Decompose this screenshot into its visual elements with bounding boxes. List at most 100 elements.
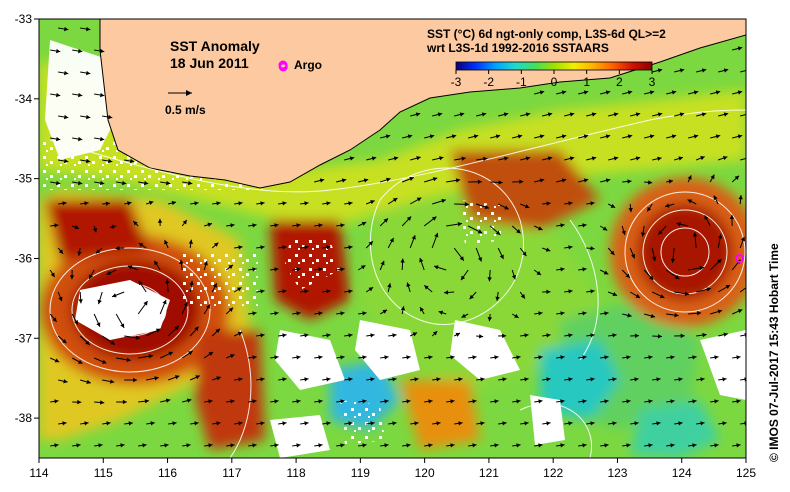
velocity-arrow-head <box>326 377 331 382</box>
velocity-arrow-head <box>341 178 347 183</box>
velocity-arrow-head <box>165 180 171 186</box>
velocity-arrow-head <box>706 287 711 292</box>
velocity-arrow-head <box>304 421 309 426</box>
velocity-arrow-head <box>591 112 597 117</box>
velocity-arrow-head <box>411 235 416 240</box>
velocity-arrow-head <box>434 265 439 270</box>
velocity-arrow-head <box>539 178 545 183</box>
velocity-arrow-head <box>406 399 411 404</box>
velocity-arrow-head <box>304 289 309 294</box>
velocity-arrow-head <box>348 245 353 250</box>
velocity-arrow-head <box>700 421 705 426</box>
velocity-arrow-head <box>494 355 499 360</box>
velocity-arrow-head <box>480 421 485 426</box>
colorbar-tick-label: 0 <box>551 75 558 89</box>
velocity-arrow-head <box>502 333 507 339</box>
velocity-arrow-head <box>319 178 325 183</box>
velocity-arrow-head <box>182 219 187 225</box>
velocity-arrow-head <box>671 90 677 95</box>
velocity-arrow-head <box>635 156 641 161</box>
velocity-arrow-head <box>238 421 243 426</box>
velocity-arrow-shaft <box>740 378 746 381</box>
velocity-arrow-head <box>657 112 663 117</box>
velocity-arrow-head <box>524 421 529 426</box>
velocity-vectors <box>49 26 746 448</box>
velocity-arrow-head <box>296 443 301 448</box>
velocity-arrow-head <box>55 180 61 186</box>
velocity-arrow-head <box>86 379 91 385</box>
velocity-arrow-head <box>62 338 67 344</box>
velocity-arrow-head <box>392 198 398 203</box>
velocity-arrow-head <box>348 201 353 206</box>
velocity-arrow-head <box>393 156 399 161</box>
velocity-arrow-head <box>737 46 743 51</box>
x-tick-label: 125 <box>736 466 756 480</box>
colorbar-tick-label: -1 <box>516 75 527 89</box>
velocity-arrow-head <box>487 277 492 282</box>
velocity-arrow-head <box>438 310 444 315</box>
colorbar-tick-label: 3 <box>649 75 656 89</box>
velocity-arrow-head <box>546 333 551 338</box>
velocity-arrow-head <box>412 332 418 337</box>
velocity-arrow-head <box>216 376 221 381</box>
velocity-arrow-head <box>717 234 723 239</box>
velocity-arrow-head <box>296 355 301 360</box>
velocity-arrow-head <box>431 216 437 221</box>
velocity-arrow-head <box>213 242 219 247</box>
velocity-arrow-head <box>674 275 680 280</box>
velocity-arrow-head <box>502 377 507 382</box>
velocity-arrow-head <box>561 178 567 183</box>
velocity-arrow-head <box>516 355 521 360</box>
velocity-arrow-head <box>386 177 391 182</box>
velocity-arrow-head <box>692 399 697 404</box>
velocity-arrow-head <box>179 259 184 265</box>
velocity-arrow-head <box>133 221 138 226</box>
velocity-arrow-head <box>520 294 525 299</box>
velocity-arrow-head <box>687 199 693 204</box>
velocity-arrow-head <box>538 355 543 360</box>
velocity-arrow-head <box>238 245 243 250</box>
velocity-arrow-head <box>420 307 425 312</box>
velocity-arrow-head <box>424 285 429 290</box>
velocity-arrow-head <box>736 399 741 404</box>
velocity-arrow-head <box>135 335 141 340</box>
velocity-arrow-head <box>318 443 323 448</box>
velocity-arrow-head <box>188 239 193 244</box>
velocity-arrow-head <box>174 325 179 331</box>
velocity-arrow-head <box>236 287 242 292</box>
velocity-arrow-head <box>98 443 103 448</box>
velocity-arrow-head <box>472 355 477 360</box>
velocity-arrow-head <box>495 134 501 139</box>
velocity-arrow-head <box>252 443 257 448</box>
velocity-arrow-head <box>55 136 61 142</box>
velocity-arrow-head <box>502 421 507 426</box>
velocity-arrow-head <box>304 377 309 382</box>
velocity-arrow-head <box>450 399 455 404</box>
velocity-arrow-head <box>538 443 543 448</box>
velocity-arrow-head <box>590 377 595 382</box>
velocity-arrow-head <box>525 112 531 117</box>
velocity-arrow-head <box>415 112 421 117</box>
velocity-arrow-head <box>77 48 83 54</box>
velocity-arrow-head <box>441 198 446 204</box>
velocity-arrow-head <box>260 245 265 250</box>
velocity-arrow-head <box>274 355 279 360</box>
velocity-arrow-head <box>99 48 105 54</box>
velocity-arrow-head <box>737 309 743 314</box>
velocity-arrow-head <box>380 260 385 266</box>
velocity-arrow-head <box>252 267 257 272</box>
velocity-arrow-head <box>360 265 366 270</box>
velocity-arrow-head <box>157 218 163 223</box>
velocity-arrow-head <box>680 333 685 339</box>
velocity-arrow-head <box>274 399 279 404</box>
velocity-arrow-head <box>368 241 373 246</box>
velocity-arrow-head <box>340 223 345 228</box>
velocity-arrow-head <box>362 311 367 316</box>
y-tick-label: -33 <box>15 12 33 26</box>
velocity-arrow-head <box>668 179 674 184</box>
velocity-arrow-head <box>54 399 59 404</box>
velocity-arrow-head <box>568 377 573 382</box>
velocity-arrow-head <box>495 296 500 301</box>
velocity-arrow-head <box>651 256 657 262</box>
